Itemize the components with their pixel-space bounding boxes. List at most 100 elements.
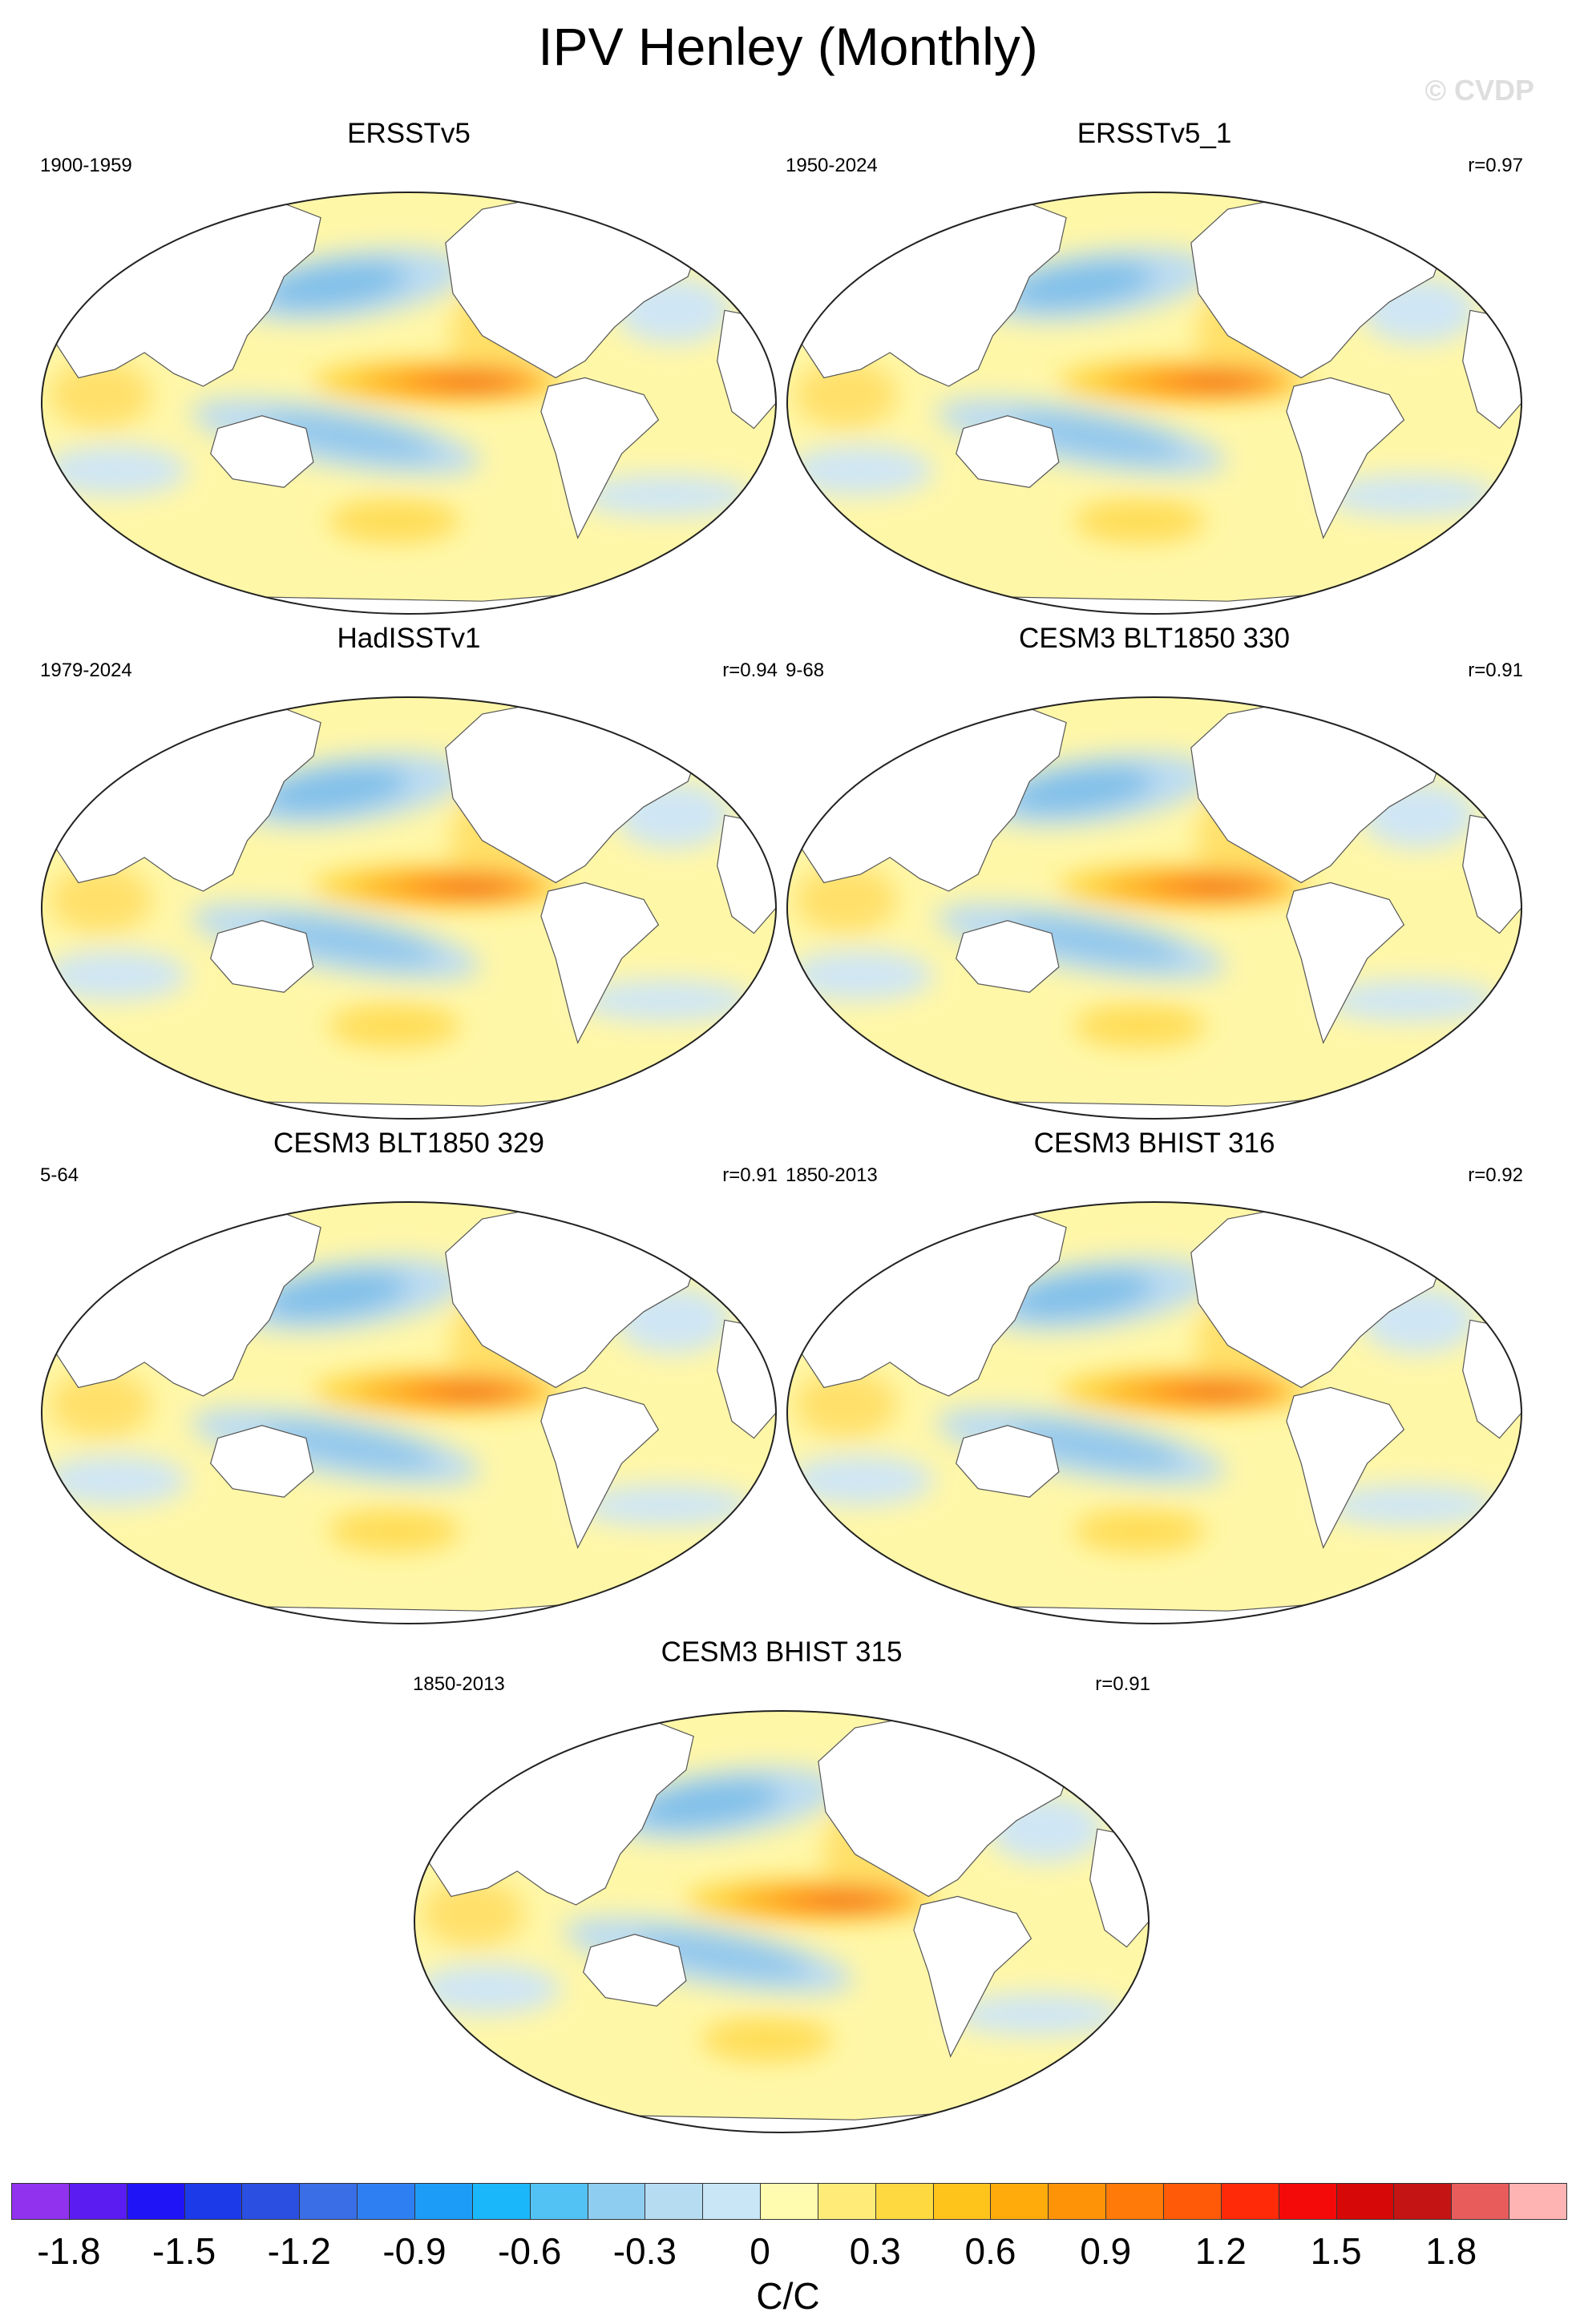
colorbar-swatch [1336,2183,1395,2220]
cool-anomaly-indian-ocean [42,445,189,496]
warm-anomaly-south-pacific [328,1509,461,1552]
warm-tongue-core [1183,377,1258,388]
cool-anomaly-indian-ocean [414,1963,562,2015]
colorbar-swatch [1393,2183,1453,2220]
warm-tongue-core [810,1895,885,1906]
cool-anomaly-south-pacific-core [1008,414,1183,460]
cool-anomaly-south-atlantic [577,1484,754,1527]
cool-anomaly-south-atlantic [1323,474,1500,518]
colorbar-swatch [1509,2183,1567,2220]
panel-period: 9-68 [786,660,825,681]
land-greenland [1373,697,1420,728]
map-border [414,1710,1150,2133]
map-panel-bhist-315: CESM3 BHIST 315 1850-2013 r=0.91 [413,1635,1150,2148]
colorbar-tick-label: -1.2 [267,2230,331,2272]
cool-anomaly-indian-ocean [787,950,935,1001]
panel-correlation: r=0.91 [1468,660,1523,681]
map-svg [41,696,777,1120]
cool-anomaly-indian-ocean [42,950,189,1001]
map-panel-bhist-316: CESM3 BHIST 316 1850-2013 r=0.92 [786,1126,1523,1639]
warm-anomaly-south-pacific [328,1004,461,1047]
cool-anomaly-south-atlantic [577,979,754,1023]
land-australia [583,1934,687,2007]
land-south-america [1286,377,1405,539]
colorbar-swatch [875,2183,934,2220]
warm-tongue-core [438,882,512,893]
land-greenland [1000,1711,1047,1741]
copyright-watermark: © CVDP [1424,74,1534,107]
cool-anomaly-south-atlantic [577,474,754,518]
panel-period: 1900-1959 [40,155,132,176]
colorbar [11,2183,1567,2221]
colorbar-swatch [702,2183,762,2220]
colorbar-swatch [990,2183,1049,2220]
land-greenland [1373,192,1420,223]
colorbar-swatch [184,2183,243,2220]
colorbar-tick-label: 0.9 [1080,2230,1132,2272]
colorbar-swatch [126,2183,185,2220]
cool-anomaly-north-pacific-core [1008,261,1154,309]
warm-anomaly-indian-ocean [49,361,152,429]
panel-title: CESM3 BLT1850 329 [273,1128,544,1159]
warm-anomaly-indian-ocean [49,865,152,934]
map-svg [414,1710,1150,2133]
colorbar-swatch [760,2183,818,2220]
colorbar-tick-label: 0.3 [849,2230,901,2272]
panel-correlation: r=0.94 [722,660,778,681]
land-south-america [1286,882,1405,1044]
cool-anomaly-indian-ocean [787,1455,935,1506]
colorbar-tick-label: 0.6 [964,2230,1016,2272]
land-south-america [540,1386,660,1549]
panel-period: 5-64 [40,1164,79,1186]
map-border [41,696,777,1120]
map-border [41,192,777,615]
warm-tongue-core [1183,1386,1258,1398]
warm-tongue-core [438,1386,512,1398]
panel-period: 1850-2013 [413,1673,505,1695]
colorbar-swatch [1048,2183,1107,2220]
panel-title: CESM3 BHIST 315 [661,1636,903,1668]
land-south-america [1286,1386,1405,1549]
map-svg [786,696,1522,1120]
cool-anomaly-south-pacific-core [1008,918,1183,965]
panel-correlation: r=0.91 [722,1164,778,1186]
colorbar-tick-label: 0 [750,2230,770,2272]
colorbar-swatch [414,2183,473,2220]
colorbar-swatch [357,2183,415,2220]
colorbar-swatch [645,2183,704,2220]
colorbar-swatch [1278,2183,1337,2220]
land-australia [956,415,1060,488]
colorbar-swatch [471,2183,531,2220]
warm-anomaly-indian-ocean [49,1370,152,1438]
colorbar-swatch [68,2183,127,2220]
colorbar-tick-label: 1.2 [1194,2230,1247,2272]
panel-period: 1850-2013 [786,1164,878,1186]
warm-anomaly-south-pacific [328,499,461,543]
colorbar-swatch [1163,2183,1222,2220]
anomaly-pattern [42,248,754,543]
warm-anomaly-south-pacific [1073,1004,1206,1047]
land-australia [956,1425,1060,1498]
map-svg [41,192,777,615]
land-greenland [628,1202,674,1233]
cool-anomaly-south-atlantic [950,1993,1127,2036]
cool-anomaly-indian-ocean [42,1455,189,1506]
land-south-america [913,1895,1032,2058]
map-border [786,1201,1522,1624]
cool-anomaly-north-pacific-core [1008,766,1154,813]
colorbar-tick-label: 1.5 [1310,2230,1362,2272]
colorbar-units: C/C [756,2275,820,2317]
colorbar-swatch [11,2183,70,2220]
colorbar-swatch [1220,2183,1279,2220]
panel-correlation: r=0.91 [1095,1673,1150,1695]
map-panel-erssTv5: ERSSTv5 1900-1959 [40,116,778,629]
land-greenland [628,697,674,728]
warm-anomaly-south-pacific [701,2018,834,2061]
colorbar-swatch [932,2183,992,2220]
warm-anomaly-indian-ocean [422,1879,525,1947]
land-australia [210,415,314,488]
colorbar-tick-label: -1.8 [37,2230,101,2272]
panel-period: 1950-2024 [786,155,878,176]
sst-field [414,1711,1149,2132]
land-greenland [628,192,674,223]
